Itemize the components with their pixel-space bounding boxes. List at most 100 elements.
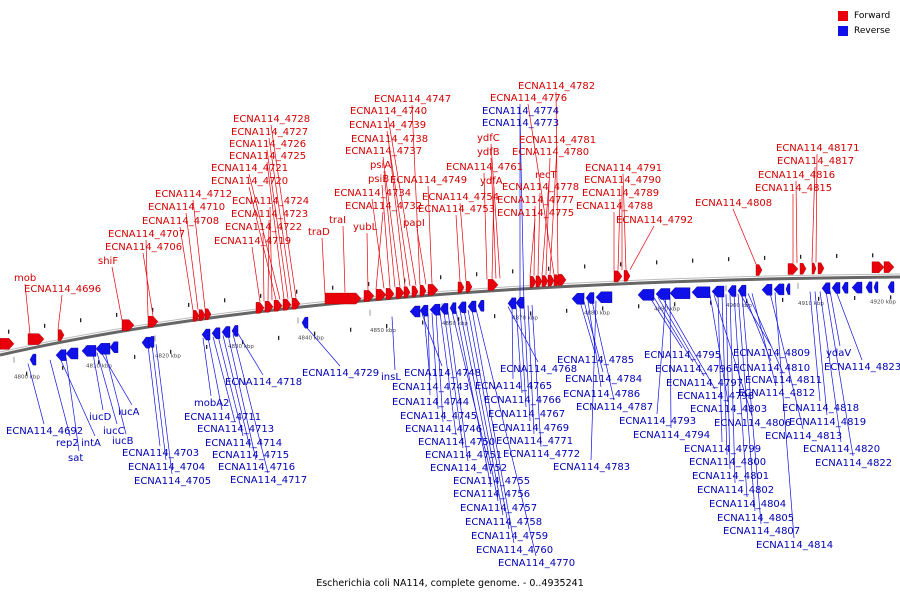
reverse-gene-label: ECNA114_4810 <box>733 363 810 374</box>
reverse-gene-arrow[interactable] <box>873 281 879 293</box>
reverse-gene-arrow[interactable] <box>419 304 429 317</box>
minor-tick <box>530 311 532 316</box>
reverse-leader-line <box>100 351 133 406</box>
forward-gene-arrow[interactable] <box>487 279 499 291</box>
forward-gene-arrow[interactable] <box>147 315 159 328</box>
reverse-gene-arrow[interactable] <box>851 281 863 294</box>
forward-gene-arrow[interactable] <box>817 262 825 275</box>
forward-gene-label: ECNA114_4726 <box>229 139 306 150</box>
forward-gene-arrow[interactable] <box>557 274 567 286</box>
reverse-leader-line <box>463 310 504 516</box>
forward-gene-arrow[interactable] <box>121 319 135 331</box>
reverse-gene-arrow[interactable] <box>29 353 37 366</box>
forward-gene-label: ECNA114_4753 <box>418 204 495 215</box>
forward-gene-arrow[interactable] <box>427 284 439 296</box>
reverse-gene-arrow[interactable] <box>831 282 841 294</box>
forward-gene-arrow[interactable] <box>799 263 807 275</box>
reverse-gene-arrow[interactable] <box>467 300 477 313</box>
forward-gene-arrow[interactable] <box>623 270 631 282</box>
reverse-gene-arrow[interactable] <box>211 327 221 339</box>
forward-gene-arrow[interactable] <box>535 275 543 288</box>
forward-gene-arrow[interactable] <box>411 285 419 298</box>
forward-gene-arrow[interactable] <box>385 288 395 300</box>
forward-gene-arrow[interactable] <box>198 309 206 321</box>
forward-gene-label: ydfA <box>480 176 503 187</box>
reverse-gene-label: ECNA114_4799 <box>684 444 761 455</box>
reverse-gene-arrow[interactable] <box>865 281 873 294</box>
forward-gene-arrow[interactable] <box>255 302 265 314</box>
reverse-gene-arrow[interactable] <box>737 284 747 297</box>
reverse-gene-arrow[interactable] <box>109 341 119 353</box>
forward-gene-arrow[interactable] <box>529 276 537 288</box>
reverse-gene-arrow[interactable] <box>655 288 671 300</box>
forward-gene-arrow[interactable] <box>457 281 465 294</box>
forward-gene-arrow[interactable] <box>291 297 301 310</box>
reverse-gene-arrow[interactable] <box>727 285 737 297</box>
reverse-gene-arrow[interactable] <box>691 286 711 298</box>
reverse-gene-arrow[interactable] <box>141 336 151 349</box>
forward-gene-arrow[interactable] <box>883 261 895 273</box>
reverse-gene-arrow[interactable] <box>669 287 691 299</box>
forward-gene-label: ECNA114_4728 <box>233 114 310 125</box>
reverse-gene-arrow[interactable] <box>773 283 785 296</box>
reverse-gene-arrow[interactable] <box>821 282 831 294</box>
reverse-gene-arrow[interactable] <box>477 300 485 312</box>
reverse-gene-arrow[interactable] <box>301 316 309 329</box>
reverse-leader-line <box>511 306 514 380</box>
reverse-gene-arrow[interactable] <box>841 282 849 294</box>
reverse-gene-arrow[interactable] <box>785 283 791 295</box>
forward-gene-arrow[interactable] <box>0 338 15 350</box>
reverse-gene-arrow[interactable] <box>449 302 457 314</box>
forward-gene-arrow[interactable] <box>204 308 212 321</box>
reverse-gene-arrow[interactable] <box>429 303 441 316</box>
reverse-gene-label: ECNA114_4757 <box>460 503 537 514</box>
reverse-gene-arrow[interactable] <box>81 345 97 357</box>
reverse-gene-arrow[interactable] <box>585 292 595 304</box>
reverse-gene-arrow[interactable] <box>147 336 155 348</box>
reverse-gene-arrow[interactable] <box>595 291 613 303</box>
forward-gene-arrow[interactable] <box>547 274 555 287</box>
reverse-gene-arrow[interactable] <box>201 328 211 341</box>
reverse-gene-arrow[interactable] <box>409 305 421 318</box>
reverse-gene-arrow[interactable] <box>95 343 111 355</box>
forward-gene-arrow[interactable] <box>264 301 274 313</box>
forward-gene-arrow[interactable] <box>282 298 292 311</box>
forward-gene-arrow[interactable] <box>57 329 65 341</box>
reverse-gene-arrow[interactable] <box>231 325 239 337</box>
reverse-gene-arrow[interactable] <box>761 284 773 296</box>
forward-gene-arrow[interactable] <box>755 264 763 276</box>
minor-tick <box>800 254 802 259</box>
forward-gene-arrow[interactable] <box>363 290 375 302</box>
forward-gene-arrow[interactable] <box>613 270 623 283</box>
reverse-gene-arrow[interactable] <box>711 285 725 298</box>
reverse-leader-line <box>391 316 396 371</box>
forward-gene-arrow[interactable] <box>375 289 387 301</box>
reverse-gene-arrow[interactable] <box>65 347 79 360</box>
forward-gene-arrow[interactable] <box>419 285 427 297</box>
reverse-gene-arrow[interactable] <box>439 303 449 315</box>
reverse-gene-arrow[interactable] <box>457 301 467 314</box>
forward-gene-arrow[interactable] <box>273 300 283 312</box>
forward-gene-arrow[interactable] <box>465 281 473 293</box>
reverse-gene-arrow[interactable] <box>571 293 585 305</box>
reverse-gene-arrow[interactable] <box>221 326 231 338</box>
reverse-gene-arrow[interactable] <box>507 297 517 310</box>
forward-gene-arrow[interactable] <box>395 287 405 299</box>
forward-gene-arrow[interactable] <box>541 275 549 287</box>
forward-gene-arrow[interactable] <box>192 310 200 322</box>
reverse-gene-arrow[interactable] <box>637 289 655 301</box>
reverse-gene-label: ECNA114_4805 <box>717 513 794 524</box>
forward-gene-arrow[interactable] <box>787 263 799 275</box>
reverse-leader-line <box>579 301 596 354</box>
forward-gene-arrow[interactable] <box>324 292 362 305</box>
reverse-gene-arrow[interactable] <box>515 297 525 309</box>
reverse-gene-arrow[interactable] <box>55 349 67 361</box>
reverse-gene-label: intA <box>81 438 101 449</box>
forward-gene-arrow[interactable] <box>871 261 885 273</box>
forward-gene-label: ECNA114_4708 <box>142 216 219 227</box>
forward-gene-arrow[interactable] <box>403 286 411 298</box>
reverse-leader-line <box>212 336 236 423</box>
reverse-gene-arrow[interactable] <box>887 281 895 293</box>
forward-gene-arrow[interactable] <box>811 262 817 275</box>
forward-gene-arrow[interactable] <box>27 333 45 345</box>
